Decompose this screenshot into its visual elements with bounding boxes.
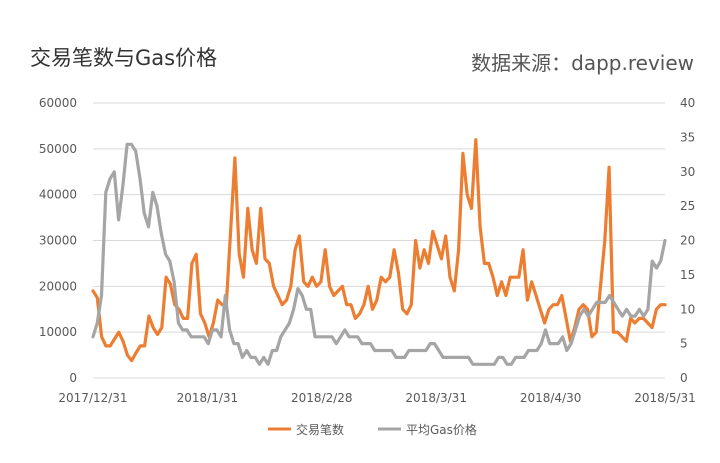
legend-label-series2: 平均Gas价格 — [406, 422, 477, 437]
x-tick-label: 2018/3/31 — [405, 391, 467, 405]
x-axis-ticks: 2017/12/31 2018/1/31 2018/2/28 2018/3/31 201… — [58, 391, 695, 405]
series-lines — [91, 138, 667, 366]
left-tick-label: 0 — [69, 371, 77, 385]
x-tick-label: 2018/5/31 — [634, 391, 696, 405]
right-tick-label: 10 — [680, 302, 695, 316]
legend-label-series1: 交易笔数 — [296, 422, 344, 437]
gridlines — [93, 102, 665, 379]
right-tick-label: 5 — [680, 337, 688, 351]
series-line-gas-price — [91, 142, 667, 366]
data-source: 数据来源：dapp.review — [471, 51, 694, 75]
x-tick-label: 2018/1/31 — [177, 391, 239, 405]
right-tick-label: 25 — [680, 199, 695, 213]
left-tick-label: 50000 — [39, 142, 77, 156]
legend: 交易笔数 平均Gas价格 — [268, 422, 477, 437]
series-line-transactions — [91, 138, 667, 363]
right-tick-label: 20 — [680, 234, 695, 248]
left-tick-label: 10000 — [39, 325, 77, 339]
left-axis-ticks: 0 10000 20000 30000 40000 50000 60000 — [39, 96, 77, 385]
right-tick-label: 35 — [680, 130, 695, 144]
left-tick-label: 40000 — [39, 188, 77, 202]
left-tick-label: 60000 — [39, 96, 77, 110]
right-tick-label: 30 — [680, 165, 695, 179]
chart-title: 交易笔数与Gas价格 — [30, 46, 218, 70]
right-tick-label: 0 — [680, 371, 688, 385]
left-tick-label: 20000 — [39, 279, 77, 293]
x-tick-label: 2017/12/31 — [58, 391, 127, 405]
right-axis-ticks: 0 5 10 15 20 25 30 35 40 — [680, 96, 695, 385]
right-tick-label: 40 — [680, 96, 695, 110]
x-tick-label: 2018/2/28 — [291, 391, 353, 405]
x-tick-label: 2018/4/30 — [520, 391, 582, 405]
right-tick-label: 15 — [680, 268, 695, 282]
left-tick-label: 30000 — [39, 234, 77, 248]
